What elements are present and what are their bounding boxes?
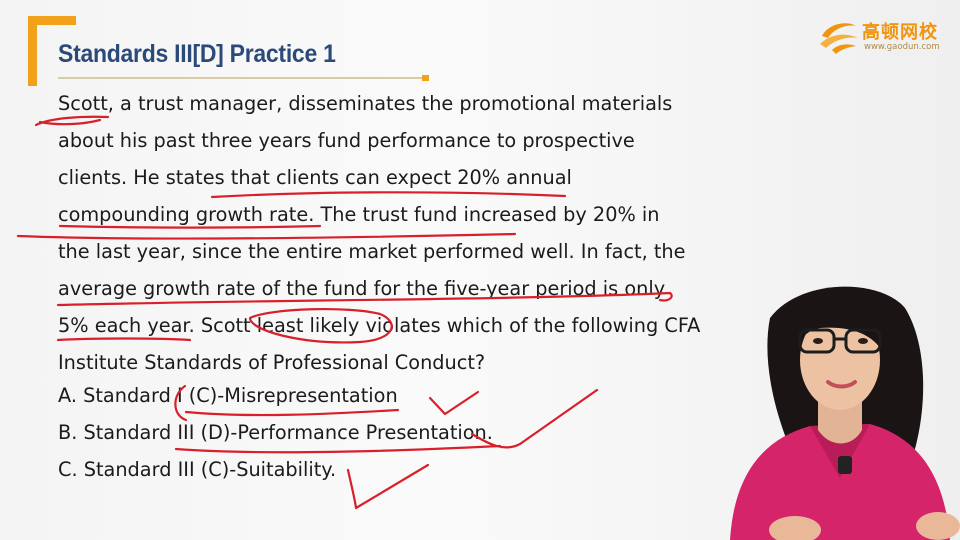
question-line: Scott, a trust manager, disseminates the… [58,92,673,115]
question-line: the last year, since the entire market p… [58,240,686,263]
slide-title: Standards III[D] Practice 1 [58,40,336,68]
question-line: clients. He states that clients can expe… [58,166,572,189]
title-bracket-decoration [28,16,76,86]
title-underline [58,77,428,79]
title-underline-dot [422,75,429,81]
option-a: A. Standard I (C)-Misrepresentation [58,384,398,407]
question-text: Scott, a trust manager, disseminates the… [58,88,700,384]
brand-swirl-icon [820,23,858,54]
presenter-video [730,286,960,540]
brand-url: www.gaodun.com [864,42,940,52]
question-line: Institute Standards of Professional Cond… [58,351,486,374]
brand-name: 高顿网校 [862,22,938,43]
question-line: 5% each year. Scott least likely violate… [58,314,701,337]
answer-options: A. Standard I (C)-Misrepresentation B. S… [58,380,493,491]
question-line: compounding growth rate. The trust fund … [58,203,660,226]
brand-logo: 高顿网校 www.gaodun.com [818,12,948,56]
option-c: C. Standard III (C)-Suitability. [58,458,337,481]
question-line: average growth rate of the fund for the … [58,277,666,300]
question-line: about his past three years fund performa… [58,129,635,152]
option-b: B. Standard III (D)-Performance Presenta… [58,421,493,444]
